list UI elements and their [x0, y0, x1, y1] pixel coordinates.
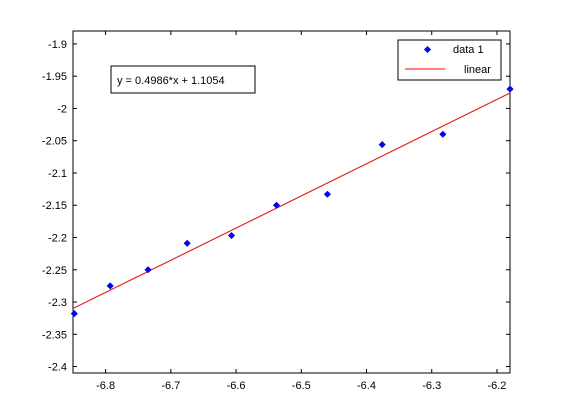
y-tick-label: -2.15 [42, 200, 67, 212]
y-tick-labels: -1.9 -1.95 -2 -2.05 -2.1 -2.15 -2.2 -2.25 -2.3 -2… [42, 39, 67, 374]
y-tick-label: -1.95 [42, 71, 67, 83]
data-point [70, 310, 78, 318]
x-tick-label: -6.5 [292, 380, 311, 392]
legend-label-linear: linear [464, 64, 491, 76]
data-point [323, 190, 331, 198]
x-tick-label: -6.7 [161, 380, 180, 392]
y-tick-label: -1.9 [48, 39, 67, 51]
y-tick-label: -2.4 [48, 362, 67, 374]
fit-line-group [72, 92, 511, 309]
y-tick-label: -2.3 [48, 297, 67, 309]
data-point [227, 232, 236, 240]
x-tick-label: -6.6 [227, 380, 246, 392]
y-tick-label: -2.35 [42, 329, 67, 341]
y-tick-label: -2 [57, 103, 67, 115]
y-tick-label: -2.05 [42, 136, 67, 148]
data-point [439, 130, 447, 138]
legend-label-data1: data 1 [453, 44, 484, 56]
equation-text: y = 0.4986*x + 1.1054 [117, 75, 225, 87]
x-tick-label: -6.3 [422, 380, 441, 392]
x-tick-label: -6.2 [487, 380, 506, 392]
legend: data 1 linear [397, 39, 502, 81]
data-points [70, 85, 514, 318]
x-tick-label: -6.4 [357, 380, 376, 392]
data-point [106, 282, 114, 290]
x-tick-label: -6.8 [96, 380, 115, 392]
y-tick-label: -2.1 [48, 168, 67, 180]
equation-box [110, 65, 256, 94]
fit-line [72, 92, 511, 309]
data-point [272, 201, 281, 209]
legend-box [397, 39, 502, 81]
y-tick-label: -2.25 [42, 265, 67, 277]
data-point [378, 141, 386, 149]
data-point [506, 85, 514, 93]
x-tick-labels: -6.8 -6.7 -6.6 -6.5 -6.4 -6.3 -6.2 [96, 380, 506, 392]
legend-marker-data1 [423, 45, 432, 54]
data-point [144, 266, 152, 274]
equation-annotation: y = 0.4986*x + 1.1054 [110, 65, 256, 94]
axis-ticks [73, 31, 510, 373]
y-tick-label: -2.2 [48, 232, 67, 244]
data-point [183, 239, 191, 247]
